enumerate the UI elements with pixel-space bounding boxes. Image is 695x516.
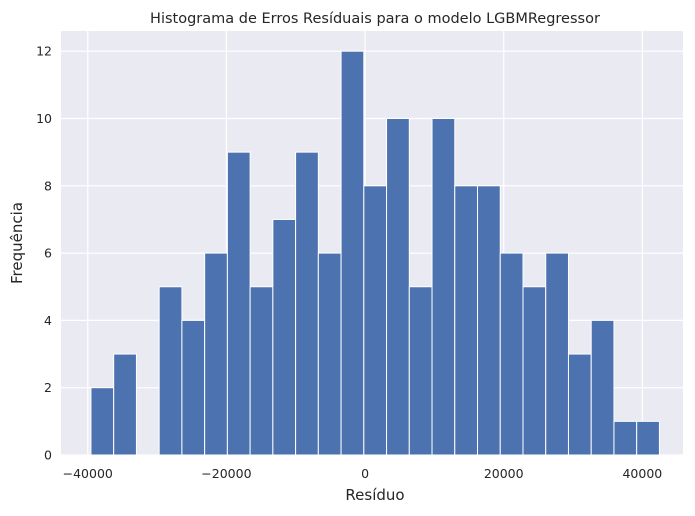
x-tick-label: 40000 [622, 466, 662, 481]
histogram-bar [204, 252, 228, 456]
histogram-bar [522, 286, 547, 456]
histogram-bar [636, 420, 660, 456]
histogram-bar [613, 420, 638, 456]
histogram-bar [249, 286, 274, 456]
x-tick-label: −20000 [201, 466, 251, 481]
x-tick-labels: −40000 −20000 0 20000 40000 [63, 466, 663, 481]
y-tick-label: 4 [44, 313, 52, 328]
histogram-bar [499, 252, 524, 456]
histogram-bar [567, 353, 592, 456]
histogram-bar [363, 185, 388, 456]
histogram-bar [545, 252, 569, 456]
y-tick-labels: 0 2 4 6 8 10 12 [36, 44, 52, 463]
y-tick-label: 8 [44, 178, 52, 193]
histogram-bars [90, 50, 660, 456]
y-tick-label: 0 [44, 448, 52, 463]
histogram-bar [477, 185, 501, 456]
x-tick-label: −40000 [63, 466, 113, 481]
y-tick-label: 2 [44, 380, 52, 395]
histogram-bar [158, 286, 183, 456]
histogram-bar [181, 319, 206, 456]
histogram-bar [590, 319, 615, 456]
histogram-bar [113, 353, 137, 456]
x-tick-label: 20000 [484, 466, 524, 481]
histogram-bar [90, 387, 115, 456]
histogram-bar [295, 151, 319, 456]
y-axis-title: Frequência [8, 202, 26, 284]
histogram-bar [386, 117, 410, 456]
chart-title: Histograma de Erros Resíduais para o mod… [150, 11, 600, 27]
histogram-bar [408, 286, 433, 456]
y-tick-label: 10 [36, 111, 52, 126]
y-tick-label: 6 [44, 246, 52, 261]
histogram-bar [431, 117, 456, 456]
histogram-bar [317, 252, 342, 456]
histogram-bar [272, 218, 297, 456]
x-tick-label: 0 [361, 466, 369, 481]
y-tick-label: 12 [36, 44, 52, 59]
histogram-bar [454, 185, 479, 456]
histogram-bar [226, 151, 251, 456]
x-axis-title: Resíduo [345, 486, 404, 504]
histogram-bar [340, 50, 365, 456]
